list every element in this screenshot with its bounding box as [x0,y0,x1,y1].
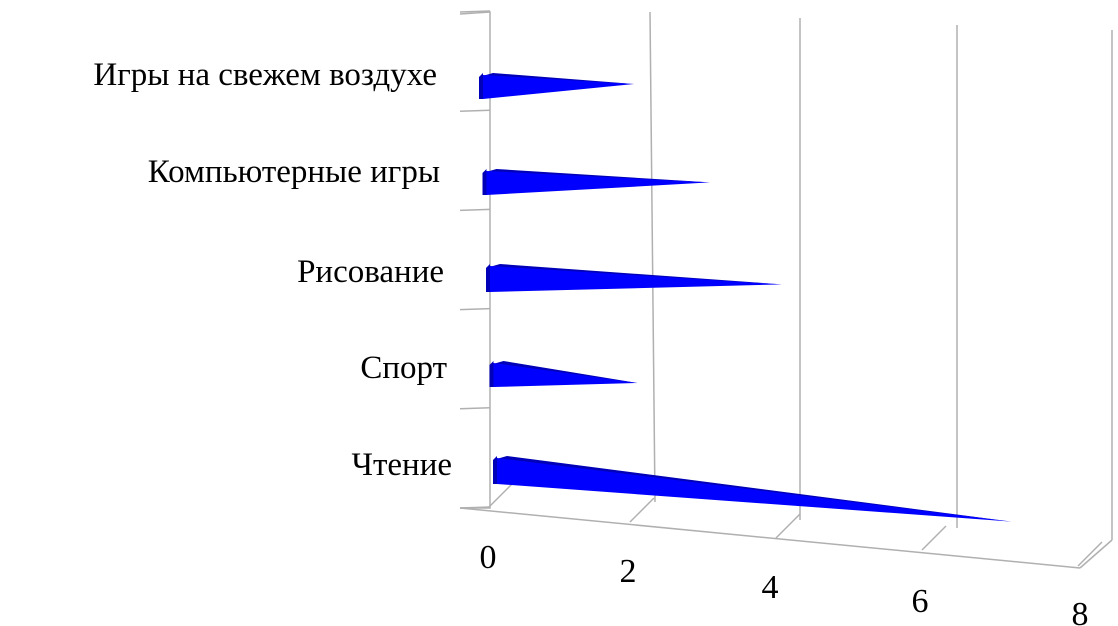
floor-right-edge [1079,539,1113,569]
gridlines [649,11,1113,540]
category-label: Спорт [360,350,447,386]
bar-face [497,458,1012,522]
bar-base [479,73,483,99]
floor-gridline [921,525,947,551]
x-tick-label: 0 [480,539,497,576]
bar-base [486,264,490,292]
bar-base [489,361,494,387]
x-tick-label: 6 [912,583,929,620]
bar-face [490,266,782,292]
category-label: Чтение [352,447,452,483]
bar [479,73,634,99]
floor-gridline [629,497,655,523]
x-tick-label: 4 [762,569,779,606]
bar-top [479,73,634,84]
category-labels: Чтение Спорт Рисование Компьютерные игры Игр… [93,57,452,483]
axes [459,10,1113,569]
x-tick-labels: 0 2 4 6 8 [480,539,1089,626]
bar-top [489,361,638,383]
category-tick [459,109,491,112]
category-tick [459,208,491,212]
floor-gridline [487,483,513,509]
x-axis-line [459,507,1081,569]
x-tick-label: 2 [620,553,637,590]
x-tick-label: 8 [1072,596,1089,626]
bar [489,361,638,387]
bar-face [493,363,638,387]
category-tick [459,407,491,410]
bar-top [493,456,1012,522]
bar [482,169,710,195]
bar-face [483,75,634,99]
bar-base [482,169,487,195]
category-label: Компьютерные игры [148,154,440,190]
category-tick [459,307,491,311]
gridline [649,11,656,503]
category-label: Рисование [297,254,444,290]
category-label: Игры на свежем воздухе [93,57,437,93]
floor-gridline [1077,541,1103,567]
floor-gridline [775,513,801,539]
category-tick [459,10,491,13]
bar [486,264,782,292]
bar [493,456,1012,522]
bar-top [486,264,782,285]
bars [479,73,1012,522]
bar-face [486,171,710,195]
bar-top [482,169,710,183]
bar-base [493,456,497,484]
